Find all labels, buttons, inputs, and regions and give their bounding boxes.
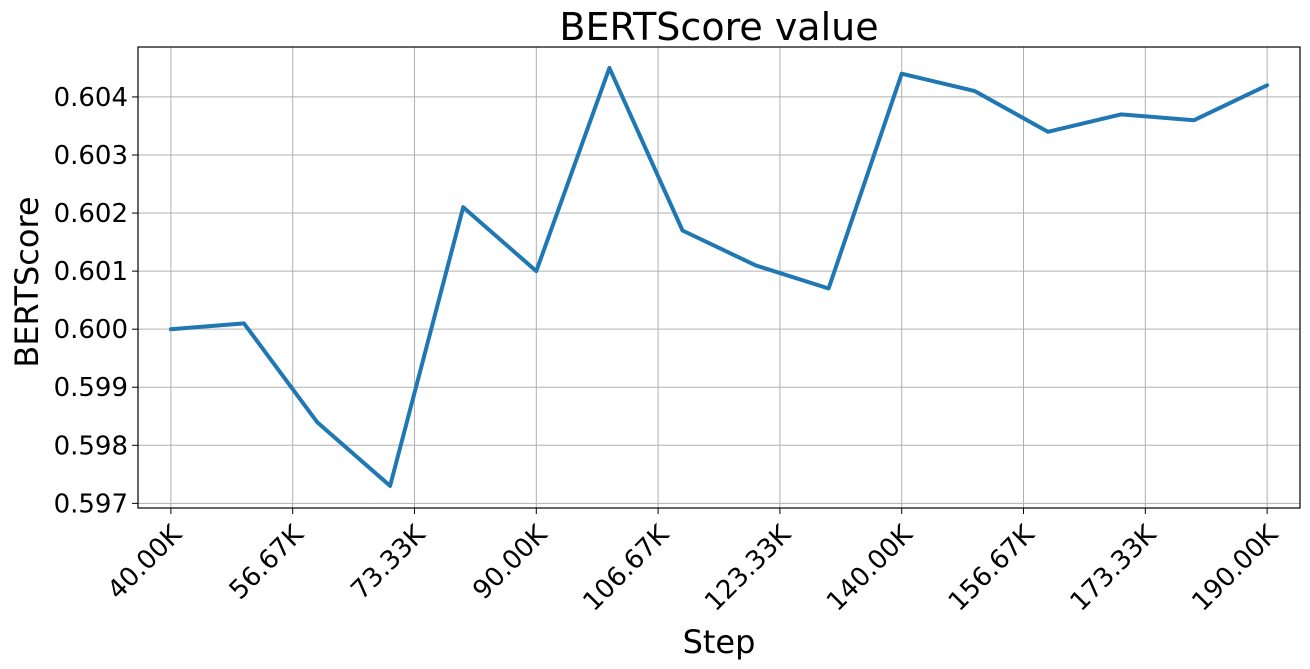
y-axis-label: BERTScore — [8, 196, 46, 367]
y-tick-label: 0.602 — [54, 199, 128, 229]
plot-frame — [137, 46, 1301, 509]
x-tick-label: 190.00K — [1186, 519, 1284, 617]
series-line — [168, 65, 1270, 488]
x-tick-label: 40.00K — [102, 519, 189, 606]
x-axis-ticks: 40.00K 56.67K 73.33K 90.00K 106.67K 123.33K 14… — [102, 508, 1285, 617]
y-axis-ticks: 0.597 0.598 0.599 0.600 0.601 0.602 0.603 0.604 — [54, 83, 138, 519]
y-tick-label: 0.601 — [54, 257, 128, 287]
y-tick-label: 0.599 — [54, 373, 128, 403]
x-tick-label: 140.00K — [821, 519, 919, 617]
grid-lines — [138, 47, 1300, 508]
chart-title: BERTScore value — [559, 5, 878, 49]
y-tick-label: 0.597 — [54, 489, 128, 519]
x-tick-label: 73.33K — [346, 519, 433, 606]
x-tick-label: 90.00K — [467, 519, 554, 606]
x-axis-label: Step — [683, 623, 756, 661]
x-tick-label: 123.33K — [699, 519, 797, 617]
y-tick-label: 0.600 — [54, 315, 128, 345]
series-group — [168, 65, 1270, 488]
y-tick-label: 0.603 — [54, 141, 128, 171]
x-tick-label: 106.67K — [577, 519, 675, 617]
x-tick-label: 156.67K — [943, 519, 1041, 617]
x-tick-label: 56.67K — [224, 519, 311, 606]
y-tick-label: 0.598 — [54, 431, 128, 461]
x-tick-label: 173.33K — [1065, 519, 1163, 617]
y-tick-label: 0.604 — [54, 83, 128, 113]
